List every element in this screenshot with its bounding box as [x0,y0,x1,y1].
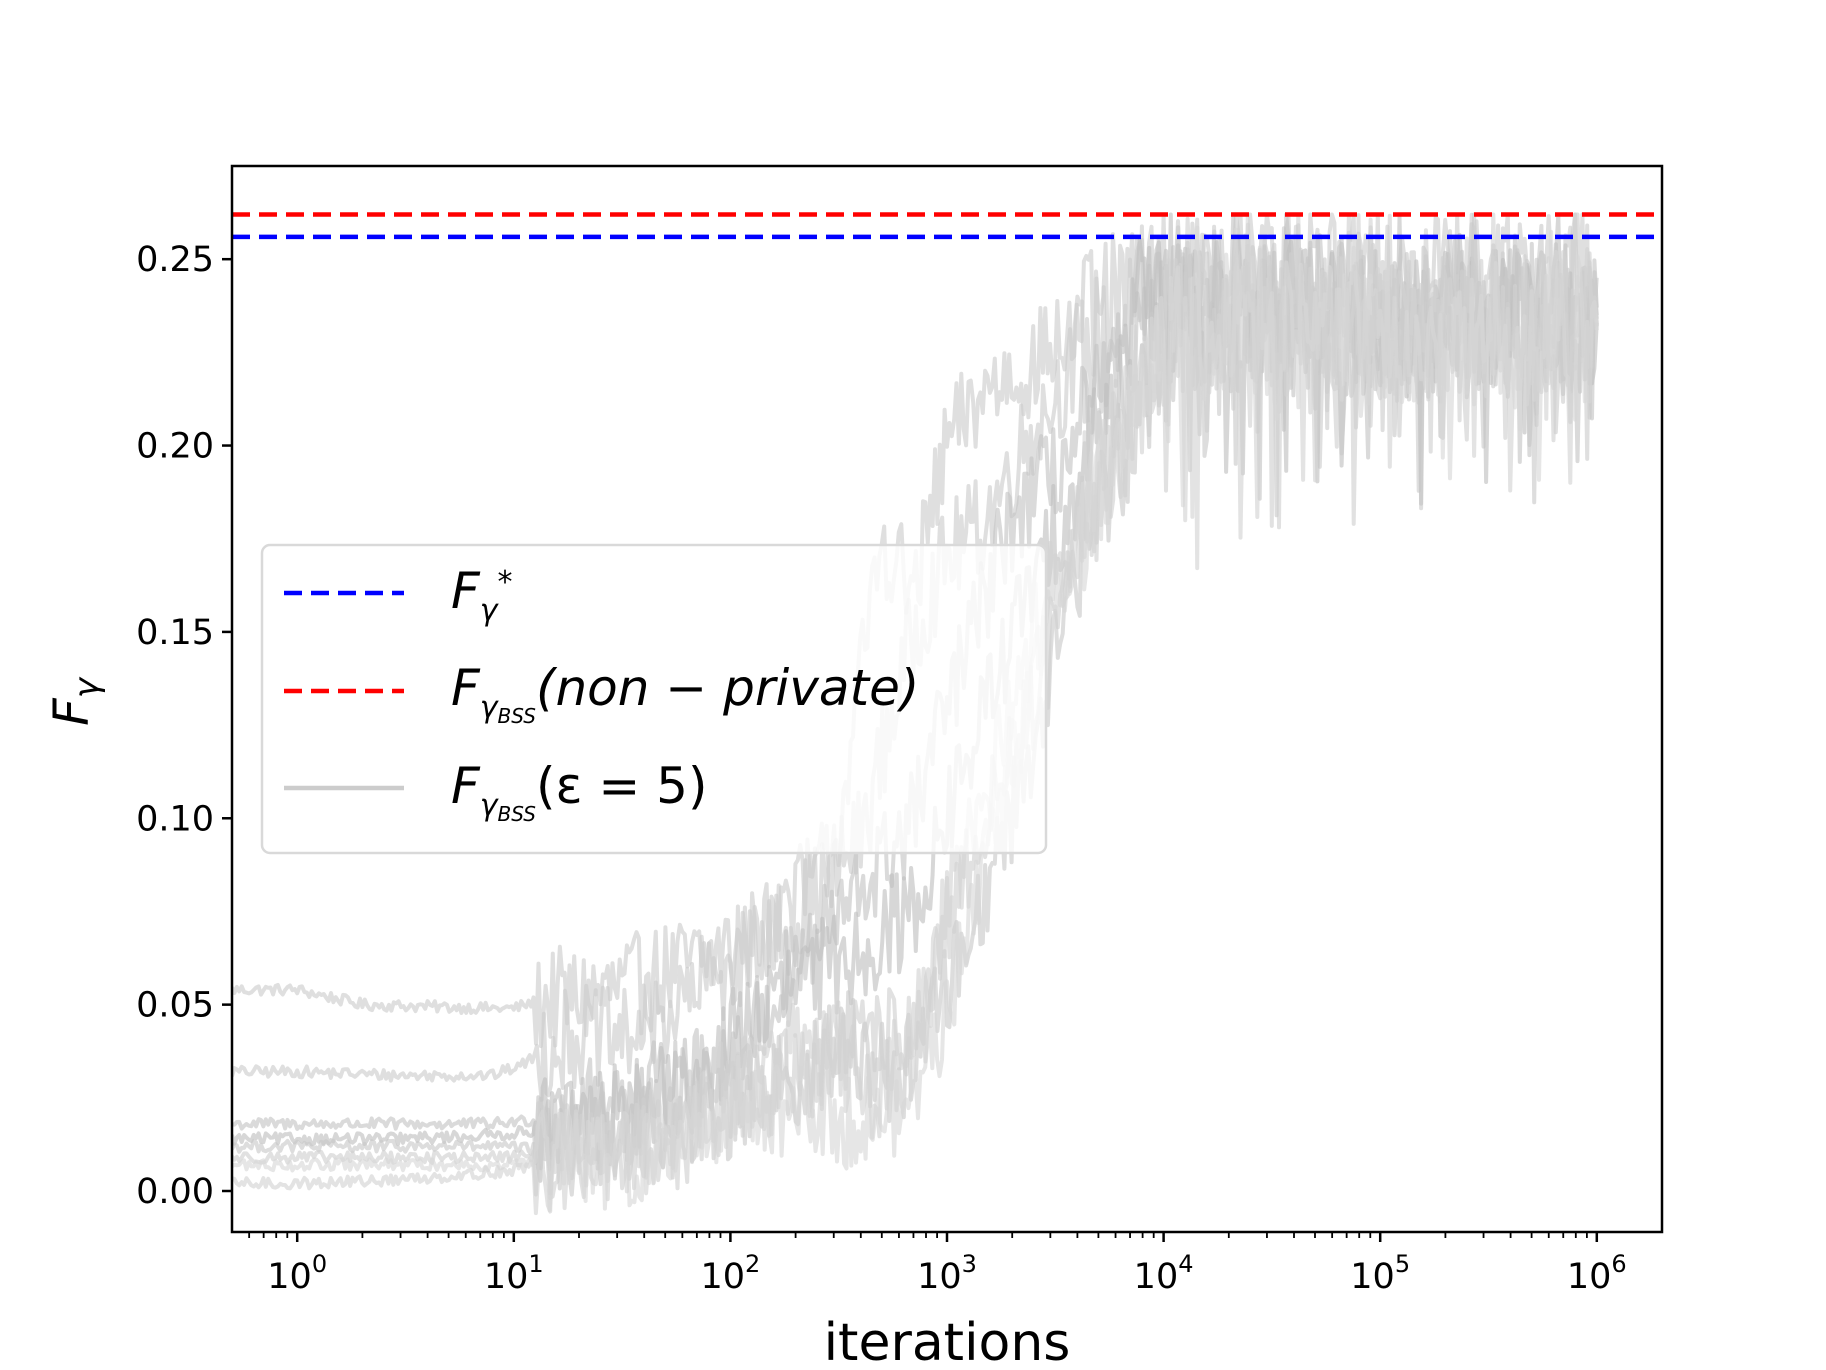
x-tick-label: 106 [1567,1250,1627,1297]
x-tick-label: 100 [267,1250,327,1297]
y-axis-title-main: F [44,697,100,726]
noisy-series-run7 [232,212,1599,1216]
x-tick-label: 103 [917,1250,977,1297]
x-tick-label: 101 [484,1250,544,1297]
x-tick-label: 105 [1350,1250,1410,1297]
y-tick-label: 0.05 [136,986,214,1026]
legend-box [260,543,1048,855]
svg-text:Fγ: Fγ [44,676,107,726]
y-axis-title: Fγ [44,676,107,726]
y-axis-title-sub: γ [67,676,107,698]
legend-label-private: FγBSS(ε = 5) [451,757,707,826]
x-tick-label: 104 [1134,1250,1194,1297]
x-axis-title: iterations [824,1313,1071,1370]
y-axis: 0.00 0.05 0.10 0.15 0.20 0.25 [136,240,232,1212]
y-tick-label: 0.00 [136,1172,214,1212]
x-tick-label: 102 [700,1250,760,1297]
reference-lines [232,212,1662,240]
y-tick-label: 0.20 [136,427,214,467]
legend: Fγ* FγBSS(non − private) FγBSS(ε = 5) [260,543,1048,855]
x-axis: 100 101 102 103 104 105 106 [248,1232,1627,1297]
y-tick-label: 0.10 [136,799,214,839]
y-tick-label: 0.15 [136,613,214,653]
noisy-series-run8 [232,212,1599,1213]
legend-label-non-private: FγBSS(non − private) [451,659,919,728]
y-tick-label: 0.25 [136,240,214,280]
legend-label-optimal: Fγ* [451,562,513,628]
